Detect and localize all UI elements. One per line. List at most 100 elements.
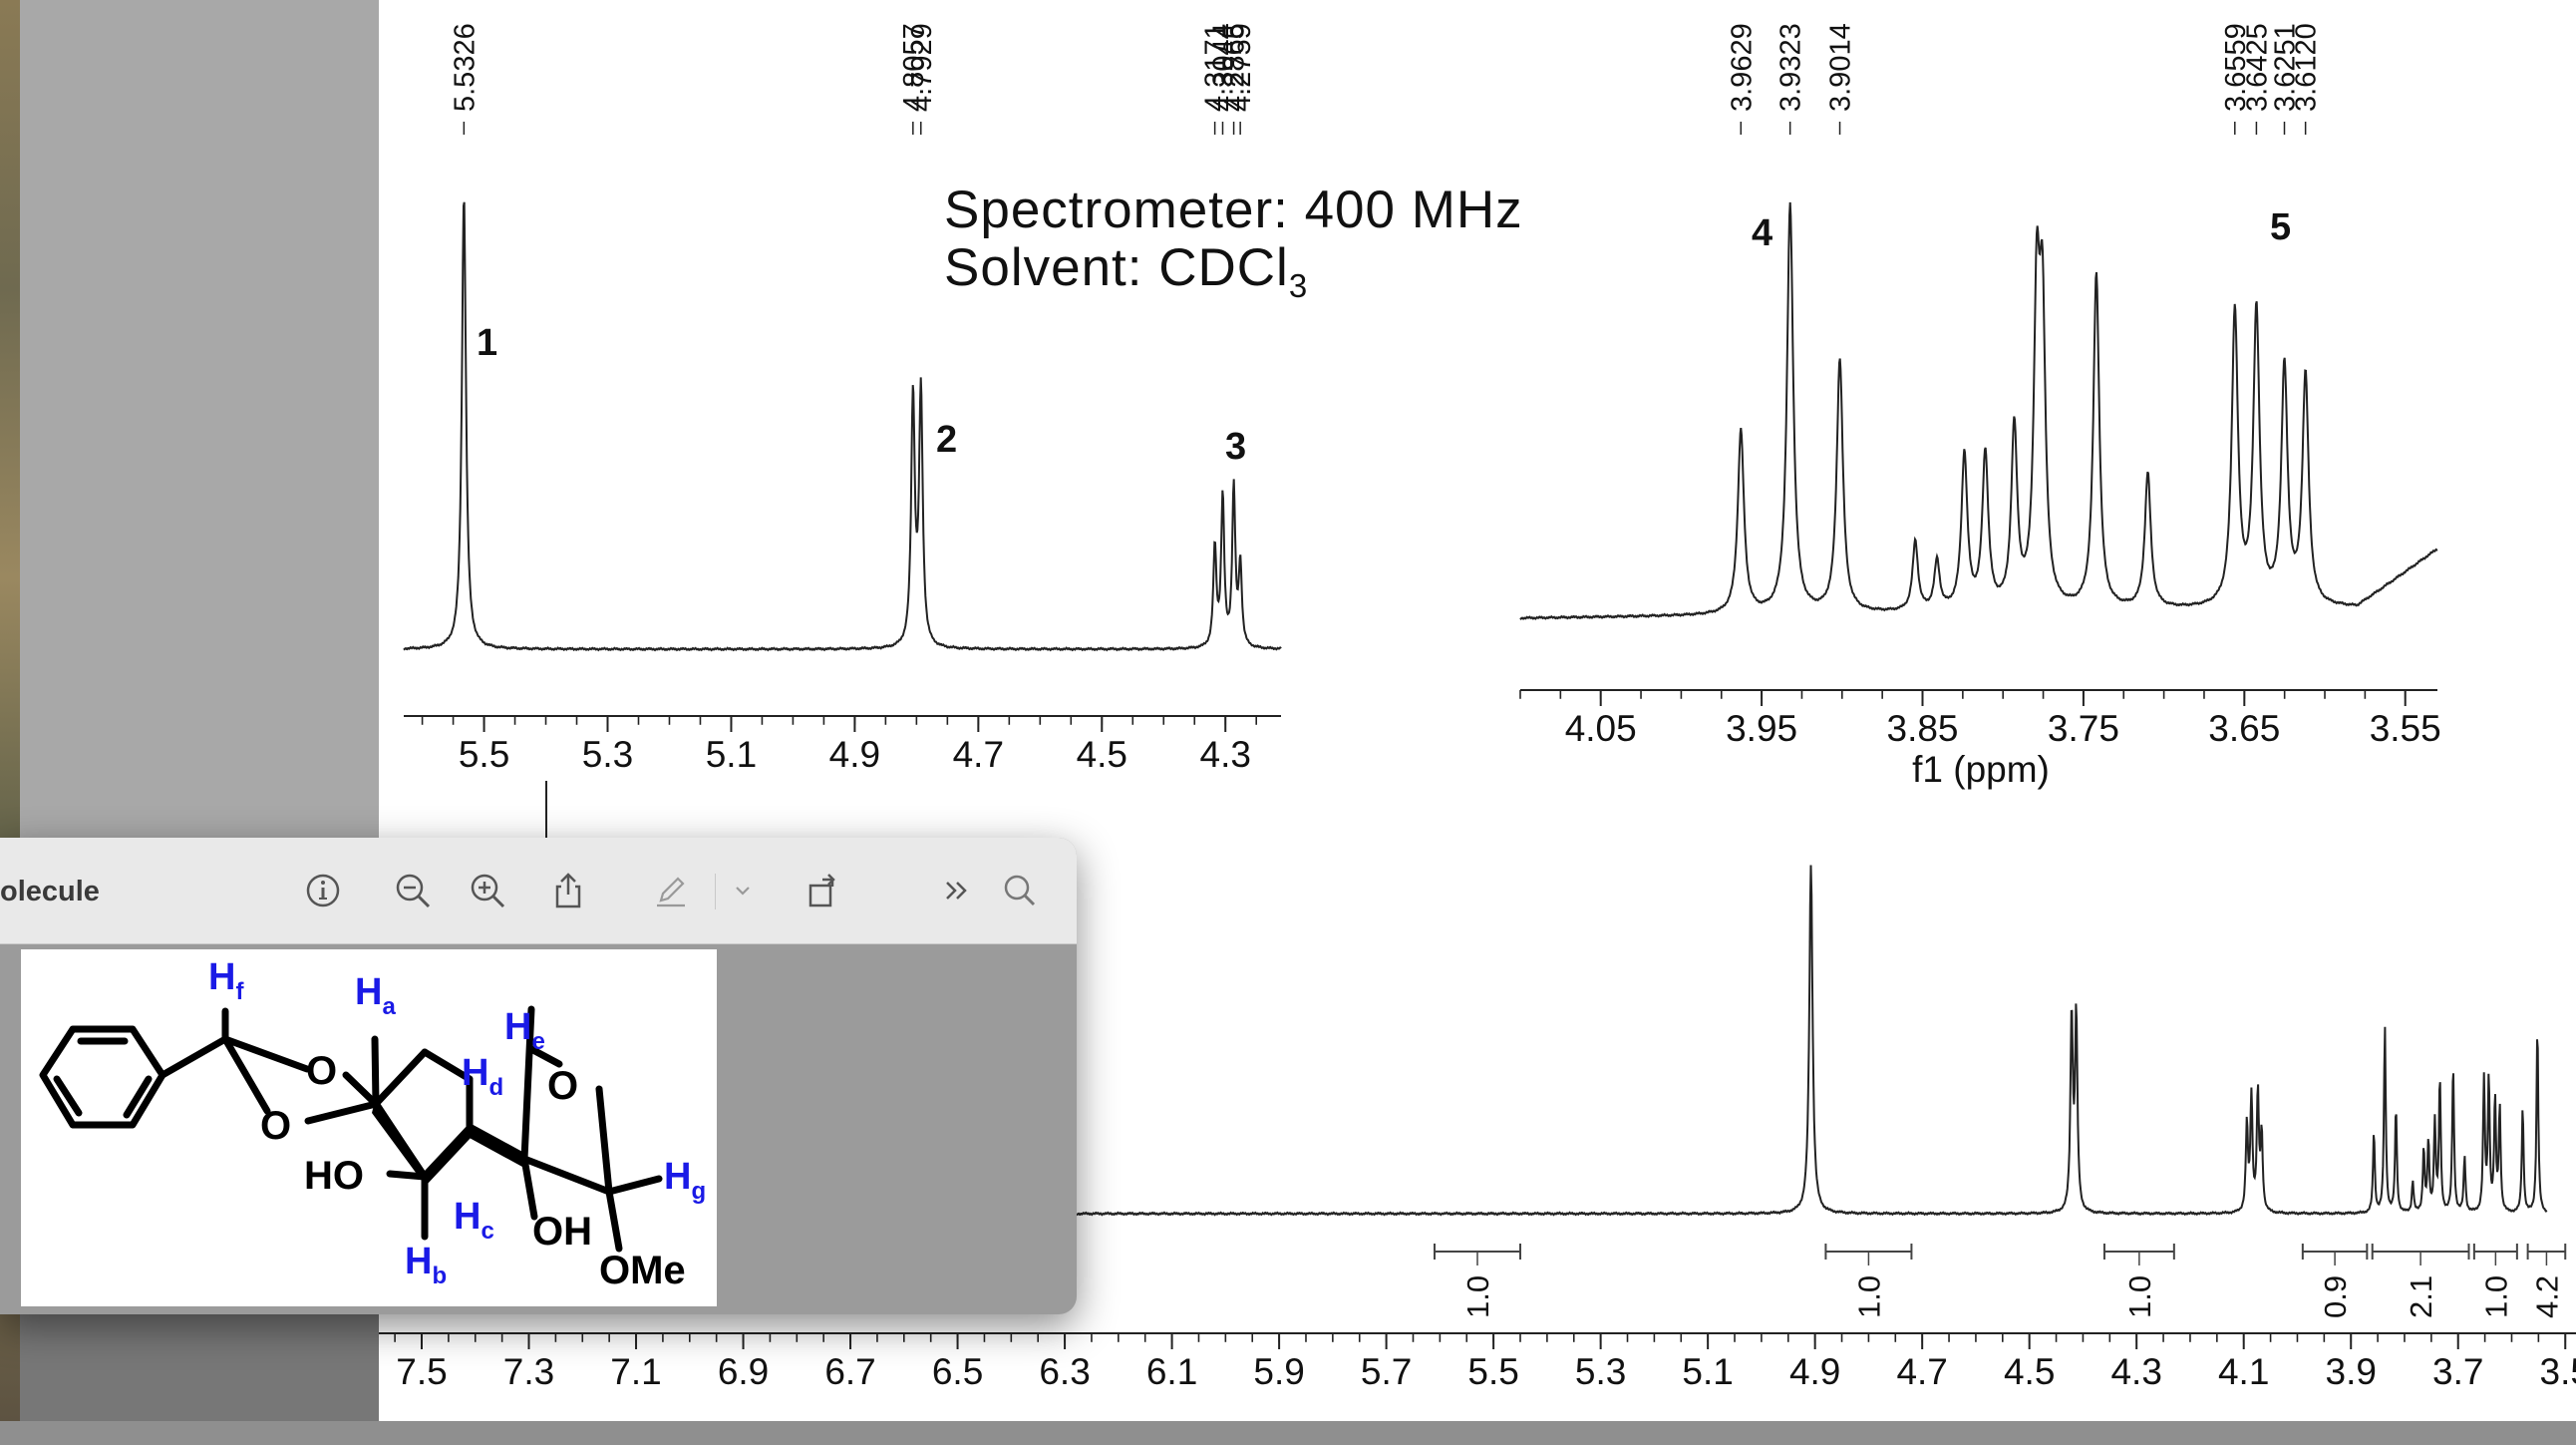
spectrometer-label: Spectrometer: 400 MHz bbox=[944, 181, 1523, 239]
peak-pick-label: 4.8057 bbox=[898, 23, 930, 112]
axis-tick-label: 3.5 bbox=[2540, 1351, 2576, 1392]
zoom-in-button[interactable] bbox=[463, 866, 512, 915]
solvent-subscript: 3 bbox=[1289, 267, 1308, 304]
axis-tick-label: 6.3 bbox=[1039, 1351, 1090, 1392]
axis-tick-label: 4.05 bbox=[1565, 708, 1637, 749]
markup-button[interactable] bbox=[646, 866, 696, 915]
axis-tick-label: 4.3 bbox=[2110, 1351, 2161, 1392]
h-label-e: He bbox=[504, 1006, 545, 1055]
peak-pick-label: 4.3171 bbox=[1200, 23, 1232, 112]
integral-value-label: 0.9 bbox=[2318, 1275, 2353, 1318]
peak-label-5: 5 bbox=[2270, 206, 2291, 248]
axis-tick-label: 6.7 bbox=[824, 1351, 875, 1392]
zoom-out-icon bbox=[396, 874, 431, 908]
markup-menu-button[interactable] bbox=[718, 866, 768, 915]
integral-regions: 1.0 1.0 1.0 0.9 2.1 1.0 4.2 bbox=[1433, 1244, 2567, 1318]
markup-pen-icon bbox=[657, 877, 685, 907]
axis-tick-label: 7.3 bbox=[503, 1351, 554, 1392]
peak-pick-label: 4.7929 bbox=[906, 23, 938, 112]
main-spectrum-trace bbox=[1076, 865, 2548, 1217]
solvent-text: Solvent: CDCl bbox=[944, 238, 1289, 297]
inset-left-axis: 5.5 5.3 5.1 4.9 4.7 4.5 4.3 bbox=[404, 715, 1281, 838]
h-label-g-letter: H bbox=[664, 1156, 691, 1198]
axis-tick-label: 4.5 bbox=[1077, 734, 1127, 775]
h-label-a-letter: H bbox=[355, 971, 382, 1013]
inset-left-spectrum-trace bbox=[403, 201, 1282, 652]
h-label-f: Hf bbox=[208, 956, 244, 1005]
axis-tick-label: 3.65 bbox=[2208, 708, 2280, 749]
preview-window[interactable]: olecule bbox=[0, 838, 1077, 1314]
h-label-b-letter: H bbox=[405, 1241, 432, 1282]
zoom-out-button[interactable] bbox=[388, 866, 438, 915]
peak-pick-label: 3.6251 bbox=[2270, 23, 2302, 112]
axis-tick-label: 5.9 bbox=[1253, 1351, 1304, 1392]
axis-tick-label: 5.3 bbox=[582, 734, 633, 775]
peak-pick-label: 3.6559 bbox=[2220, 23, 2252, 112]
axis-tick-label: 3.9 bbox=[2326, 1351, 2377, 1392]
axis-tick-label: 7.5 bbox=[396, 1351, 447, 1392]
peak-label-4: 4 bbox=[1752, 212, 1772, 254]
h-label-a-sub: a bbox=[382, 993, 396, 1020]
atom-o2: O bbox=[260, 1104, 291, 1148]
peak-pick-label: 3.9629 bbox=[1726, 23, 1758, 112]
preview-toolbar: olecule bbox=[0, 838, 1077, 944]
chevron-down-icon bbox=[736, 887, 750, 896]
integral-value-label: 1.0 bbox=[1851, 1275, 1886, 1318]
rotate-button[interactable] bbox=[798, 866, 847, 915]
window-title: olecule bbox=[0, 876, 100, 907]
solvent-label: Solvent: CDCl3 bbox=[944, 238, 1308, 304]
h-label-d-sub: d bbox=[488, 1074, 503, 1101]
main-axis: 7.5 7.3 7.1 6.9 6.7 6.5 6.3 6.1 5.9 5.7 5.5 5.3 5.1 4… bbox=[379, 1332, 2576, 1392]
axis-tick-label: 4.9 bbox=[829, 734, 880, 775]
axis-tick-label: 3.95 bbox=[1726, 708, 1797, 749]
axis-tick-label: 3.75 bbox=[2048, 708, 2119, 749]
h-label-b: Hb bbox=[405, 1241, 447, 1289]
search-icon bbox=[1004, 875, 1036, 906]
axis-tick-label: 4.5 bbox=[2004, 1351, 2055, 1392]
h-label-a: Ha bbox=[355, 971, 396, 1020]
molecule-atom-labels: O O O HO OH OMe Hf Ha He Hd Hg Hc Hb bbox=[208, 956, 706, 1292]
inset-right-axis: 4.05 3.95 3.85 3.75 3.65 3.55 bbox=[1519, 689, 2441, 749]
axis-tick-label: 5.1 bbox=[1682, 1351, 1733, 1392]
more-tools-button[interactable] bbox=[932, 866, 982, 915]
axis-tick-label: 4.9 bbox=[1789, 1351, 1840, 1392]
atom-ome: OMe bbox=[599, 1249, 686, 1292]
axis-tick-label: 5.5 bbox=[459, 734, 509, 775]
molecule-structure-image: O O O HO OH OMe Hf Ha He Hd Hg Hc Hb bbox=[21, 949, 717, 1306]
peak-pick-label: 4.2759 bbox=[1225, 23, 1257, 112]
axis-tick-label: 5.1 bbox=[706, 734, 757, 775]
h-label-g-sub: g bbox=[691, 1178, 706, 1205]
axis-tick-label: 6.9 bbox=[718, 1351, 769, 1392]
window-bottom-margin bbox=[0, 1421, 2576, 1445]
document-margin bbox=[20, 0, 379, 838]
atom-ho: HO bbox=[304, 1154, 364, 1198]
share-button[interactable] bbox=[543, 866, 593, 915]
peak-pick-label: 3.9323 bbox=[1775, 23, 1807, 112]
integral-value-label: 1.0 bbox=[1460, 1275, 1495, 1318]
peak-pick-label: 3.6120 bbox=[2291, 23, 2323, 112]
atom-o3: O bbox=[547, 1064, 578, 1108]
info-icon bbox=[306, 874, 340, 907]
info-button[interactable] bbox=[298, 866, 348, 915]
h-label-c: Hc bbox=[454, 1196, 494, 1245]
wedge-bond bbox=[425, 1123, 472, 1185]
axis-tick-label: 4.1 bbox=[2218, 1351, 2269, 1392]
axis-tick-label: 5.3 bbox=[1575, 1351, 1626, 1392]
axis-tick-label: 6.1 bbox=[1146, 1351, 1197, 1392]
peak-label-2: 2 bbox=[936, 419, 957, 461]
integral-value-label: 1.0 bbox=[2122, 1275, 2157, 1318]
h-label-g: Hg bbox=[664, 1156, 706, 1205]
wedge-bond bbox=[372, 1097, 425, 1185]
h-label-d-letter: H bbox=[462, 1052, 488, 1094]
integral-value-label: 4.2 bbox=[2529, 1275, 2564, 1318]
search-button[interactable] bbox=[995, 866, 1045, 915]
h-label-f-sub: f bbox=[235, 978, 244, 1005]
axis-tick-label: 7.1 bbox=[610, 1351, 661, 1392]
peak-label-1: 1 bbox=[477, 322, 497, 364]
axis-tick-label: 3.7 bbox=[2432, 1351, 2483, 1392]
axis-tick-label: 3.55 bbox=[2370, 708, 2441, 749]
peak-pick-label: 5.5326 bbox=[449, 23, 481, 112]
inset-right-spectrum-trace bbox=[1519, 201, 2438, 620]
